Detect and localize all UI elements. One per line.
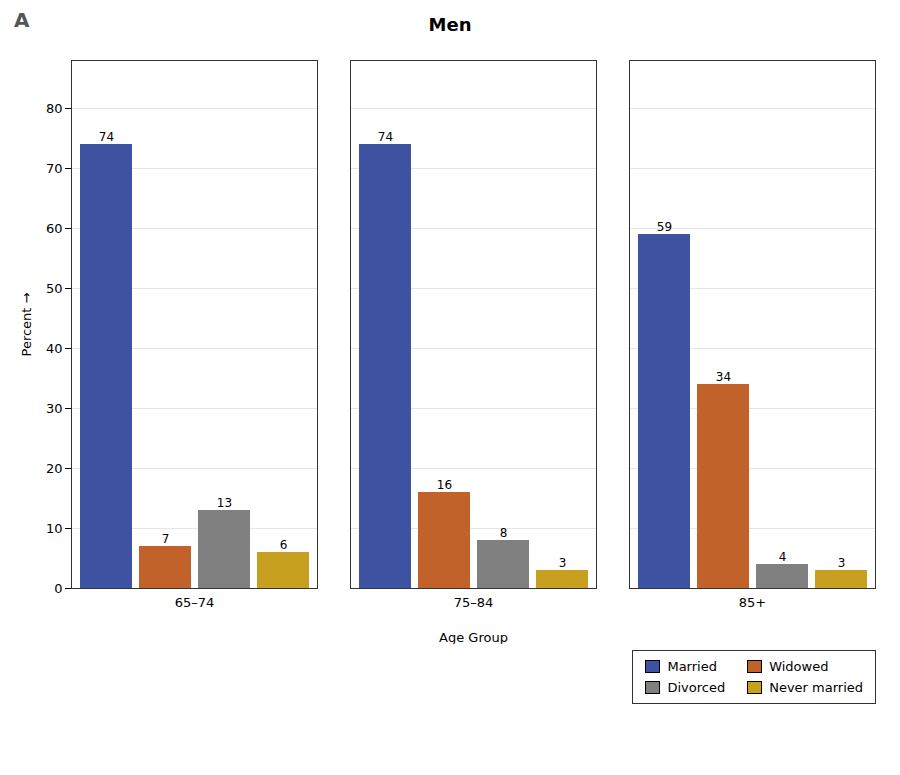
html-text:Men: Men [428, 14, 472, 35]
svg-text:74: 74 [378, 130, 393, 144]
svg-text:40: 40 [46, 341, 63, 356]
svg-text:7: 7 [162, 532, 170, 546]
html-text:Divorced: Divorced [667, 680, 726, 695]
svg-text:20: 20 [46, 461, 63, 476]
svg-text:80: 80 [46, 101, 63, 116]
svg-text:30: 30 [46, 401, 63, 416]
svg-text:16: 16 [437, 478, 452, 492]
svg-text:6: 6 [280, 538, 288, 552]
html-text:Married: Married [667, 659, 717, 674]
svg-text:3: 3 [559, 556, 567, 570]
svg-text:8: 8 [500, 526, 508, 540]
svg-text:0: 0 [54, 581, 62, 596]
html-text:Widowed: Widowed [769, 659, 829, 674]
svg-text:59: 59 [657, 220, 672, 234]
svg-text:4: 4 [779, 550, 787, 564]
html-text:Never married: Never married [769, 680, 863, 695]
svg-text:75–84: 75–84 [454, 595, 494, 610]
svg-text:10: 10 [46, 521, 63, 536]
svg-text:13: 13 [217, 496, 232, 510]
svg-text:85+: 85+ [739, 595, 766, 610]
svg-text:65–74: 65–74 [175, 595, 215, 610]
svg-text:Age Group: Age Group [439, 630, 508, 645]
svg-text:Percent →: Percent → [19, 292, 34, 356]
svg-text:70: 70 [46, 161, 63, 176]
svg-text:74: 74 [99, 130, 114, 144]
svg-text:34: 34 [716, 370, 731, 384]
svg-text:60: 60 [46, 221, 63, 236]
svg-text:3: 3 [838, 556, 846, 570]
html-text:A: A [14, 8, 30, 32]
svg-text:50: 50 [46, 281, 63, 296]
